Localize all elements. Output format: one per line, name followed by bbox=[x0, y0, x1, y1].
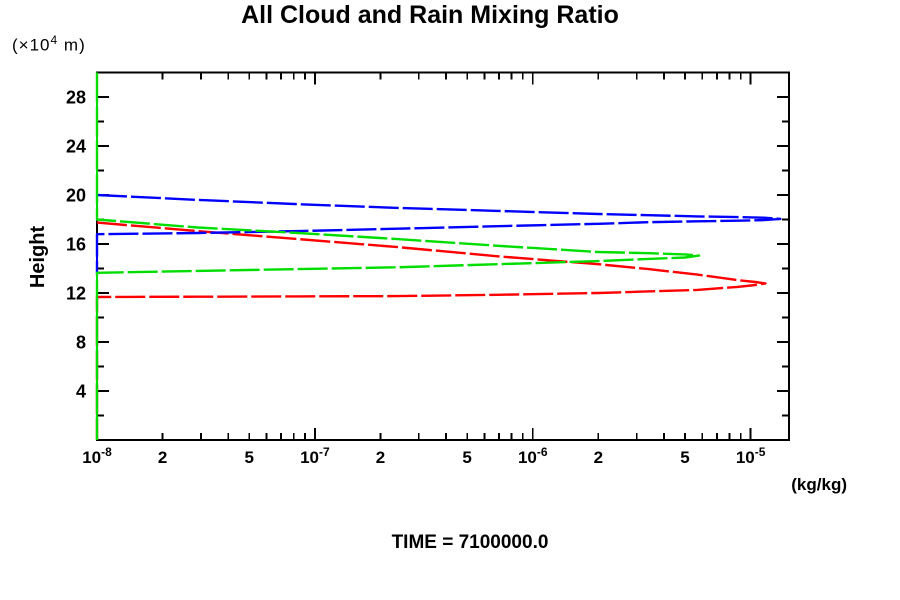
y-axis-title: Height bbox=[27, 225, 49, 289]
plot-border bbox=[96, 71, 790, 441]
y-tick-label: 8 bbox=[76, 332, 86, 352]
green-profile-curve bbox=[95, 72, 701, 440]
x-tick-label: 5 bbox=[462, 448, 471, 467]
y-tick-label: 4 bbox=[76, 381, 86, 401]
x-tick-label: 2 bbox=[158, 448, 167, 467]
x-tick-label: 5 bbox=[245, 448, 254, 467]
x-tick-label: 10-6 bbox=[518, 445, 548, 467]
y-tick-label: 16 bbox=[66, 234, 86, 254]
y-unit-suffix: m) bbox=[58, 35, 86, 55]
x-tick-label: 5 bbox=[680, 448, 689, 467]
chart-title: All Cloud and Rain Mixing Ratio bbox=[241, 1, 619, 29]
x-tick-label: 10-5 bbox=[736, 445, 766, 467]
y-axis-unit-label: (×104 m) bbox=[12, 33, 86, 56]
y-unit-exponent: 4 bbox=[50, 33, 59, 47]
y-tick-label: 12 bbox=[66, 283, 86, 303]
x-tick-label: 10-8 bbox=[82, 445, 112, 467]
x-axis-unit-label: (kg/kg) bbox=[791, 475, 847, 494]
x-tick-label: 10-7 bbox=[300, 445, 330, 467]
time-caption: TIME = 7100000.0 bbox=[391, 532, 549, 553]
y-tick-label: 24 bbox=[66, 136, 86, 156]
x-tick-label: 2 bbox=[594, 448, 603, 467]
y-tick-label: 28 bbox=[66, 87, 86, 107]
x-tick-label: 2 bbox=[376, 448, 385, 467]
blue-profile-curve bbox=[95, 193, 782, 274]
y-unit-prefix: (×10 bbox=[12, 35, 51, 55]
y-tick-label: 20 bbox=[66, 185, 86, 205]
red-profile-curve bbox=[95, 221, 767, 440]
